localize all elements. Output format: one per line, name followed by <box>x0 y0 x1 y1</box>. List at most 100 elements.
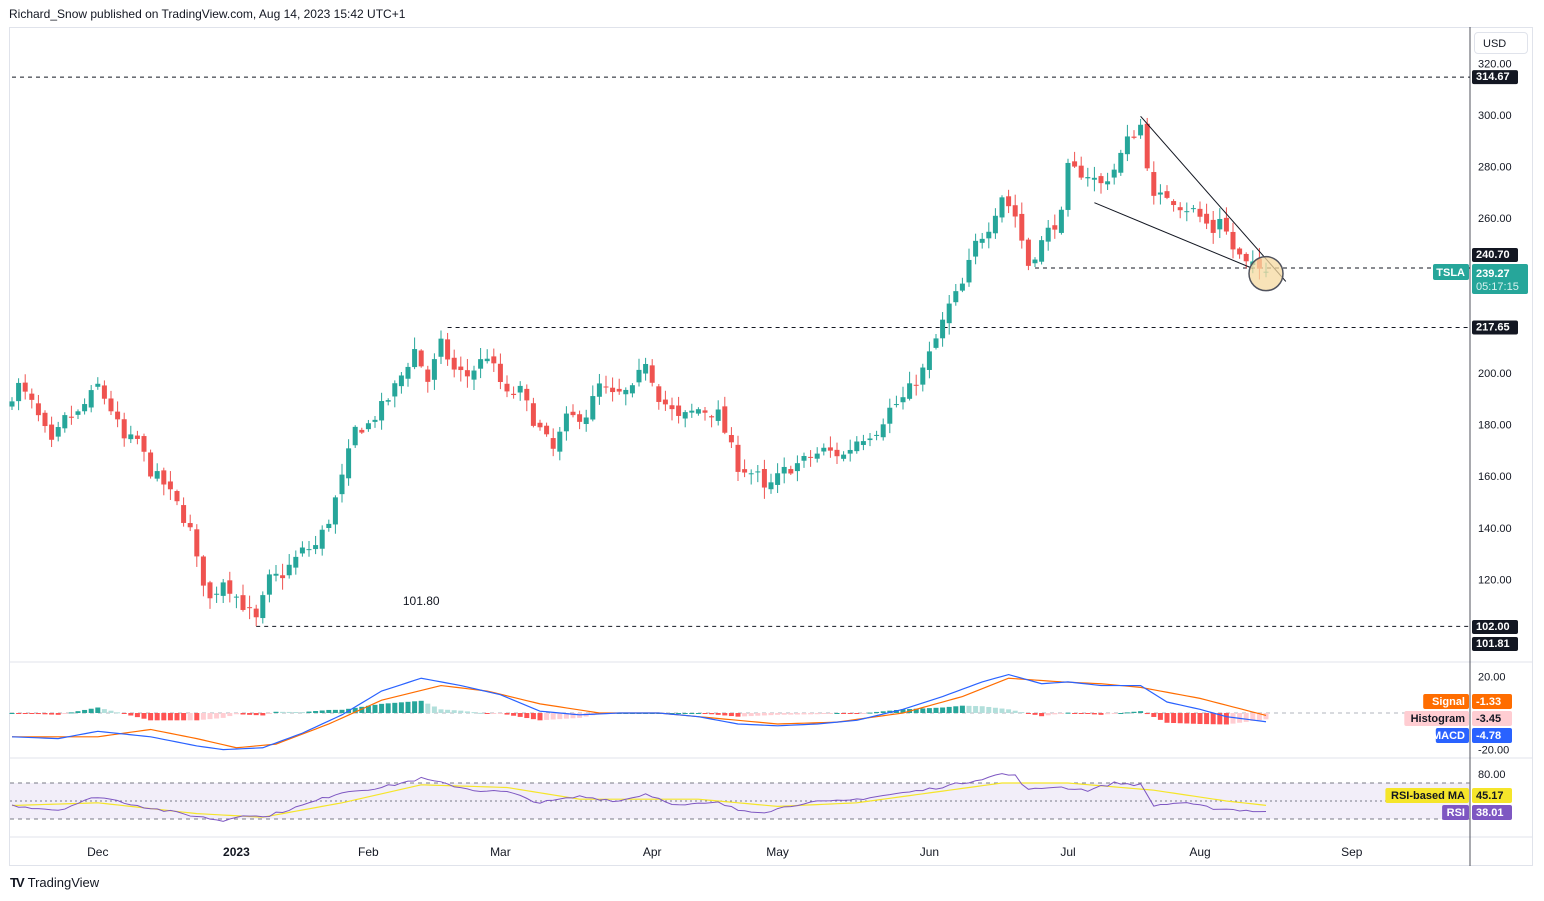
candle-body <box>412 349 418 368</box>
candle <box>154 463 160 482</box>
macd-line <box>11 673 1267 751</box>
candle <box>471 365 477 391</box>
candle <box>365 419 371 432</box>
macd-histogram-bar <box>1118 713 1124 714</box>
macd-value-badge-bg <box>1472 711 1512 726</box>
candle <box>319 525 325 556</box>
macd-histogram-bar <box>880 711 886 713</box>
macd-histogram-bar <box>1012 710 1018 713</box>
candle <box>530 397 536 428</box>
candle-body <box>808 456 814 458</box>
candle <box>1118 149 1124 176</box>
candle-body <box>973 240 979 257</box>
candle <box>722 396 728 435</box>
candle-body <box>181 505 187 523</box>
macd-histogram-bar <box>966 705 972 713</box>
candle <box>75 409 81 419</box>
candle <box>128 425 134 444</box>
macd-histogram-bar <box>1223 713 1229 725</box>
candle <box>590 385 596 422</box>
candle <box>636 358 642 387</box>
macd-histogram-bar <box>319 710 325 713</box>
candle <box>583 409 589 432</box>
candle-body <box>643 363 649 374</box>
candle-body <box>42 412 48 427</box>
candle-body <box>1065 162 1071 210</box>
candle-body <box>563 413 569 432</box>
macd-histogram-bar <box>247 713 253 715</box>
candle-body <box>735 444 741 472</box>
candle <box>484 349 490 364</box>
macd-histogram-bar <box>702 713 708 714</box>
candle <box>425 365 431 393</box>
candle <box>1177 202 1183 219</box>
macd-histogram-bar <box>412 701 418 713</box>
tradingview-logo[interactable]: TV TradingView <box>10 875 99 890</box>
macd-histogram-bar <box>121 713 127 714</box>
macd-histogram-bar <box>1243 713 1249 722</box>
candle-body <box>161 470 167 485</box>
level-badge: 102.00 <box>1472 620 1518 634</box>
macd-value-badge-text: -3.45 <box>1476 713 1501 725</box>
candle-body <box>629 385 635 394</box>
candle <box>900 386 906 410</box>
macd-histogram-bar <box>332 709 338 713</box>
macd-histogram-bar <box>22 713 28 714</box>
candle <box>821 443 827 456</box>
candle-body <box>55 427 61 437</box>
candle-body <box>1039 240 1045 262</box>
candle-body <box>431 359 437 380</box>
macd-histogram-bar <box>1091 713 1097 715</box>
candle <box>511 386 517 399</box>
candle <box>49 416 55 448</box>
candle <box>1210 210 1216 244</box>
candle <box>167 471 173 500</box>
candle <box>280 563 286 590</box>
macd-histogram-bar <box>1171 713 1177 724</box>
candle-body <box>187 523 193 528</box>
macd-histogram-bar <box>1072 713 1078 714</box>
candle <box>656 384 662 410</box>
candle <box>728 427 734 449</box>
candle-body <box>22 382 28 392</box>
macd-histogram-bar <box>299 712 305 714</box>
candle-body <box>445 339 451 360</box>
candle-body <box>1078 165 1084 178</box>
macd-histogram-bar <box>35 713 41 715</box>
candle-body <box>1032 259 1038 264</box>
price-tick-label: 120.00 <box>1478 574 1512 586</box>
candle <box>306 540 312 557</box>
macd-histogram-bar <box>867 712 873 714</box>
candle-body <box>148 452 154 477</box>
candle <box>214 586 220 603</box>
macd-histogram-bar <box>1098 713 1104 715</box>
macd-histogram-bar <box>372 704 378 713</box>
currency-button[interactable]: USD <box>1474 32 1528 54</box>
candle <box>689 403 695 418</box>
candle <box>550 428 556 457</box>
candle-body <box>511 393 517 395</box>
candle-body <box>1151 172 1157 196</box>
macd-histogram-bar <box>517 713 523 717</box>
macd-histogram-bar <box>1250 713 1256 722</box>
candle <box>1032 257 1038 267</box>
macd-name-badge-bg <box>1404 711 1469 726</box>
candle-body <box>676 405 682 416</box>
candle-body <box>689 410 695 413</box>
candle <box>603 375 609 394</box>
macd-histogram-bar <box>266 713 272 714</box>
candle-body <box>484 358 490 362</box>
macd-histogram-bar <box>62 713 68 714</box>
candle-body <box>1085 177 1091 179</box>
candle <box>286 554 292 579</box>
candle-body <box>1058 209 1064 233</box>
macd-histogram-bar <box>999 708 1005 713</box>
candle-body <box>623 389 629 395</box>
candle <box>352 425 358 448</box>
candle <box>854 436 860 454</box>
candle-body <box>953 291 959 303</box>
candle <box>966 248 972 287</box>
macd-histogram-bar <box>227 713 233 717</box>
